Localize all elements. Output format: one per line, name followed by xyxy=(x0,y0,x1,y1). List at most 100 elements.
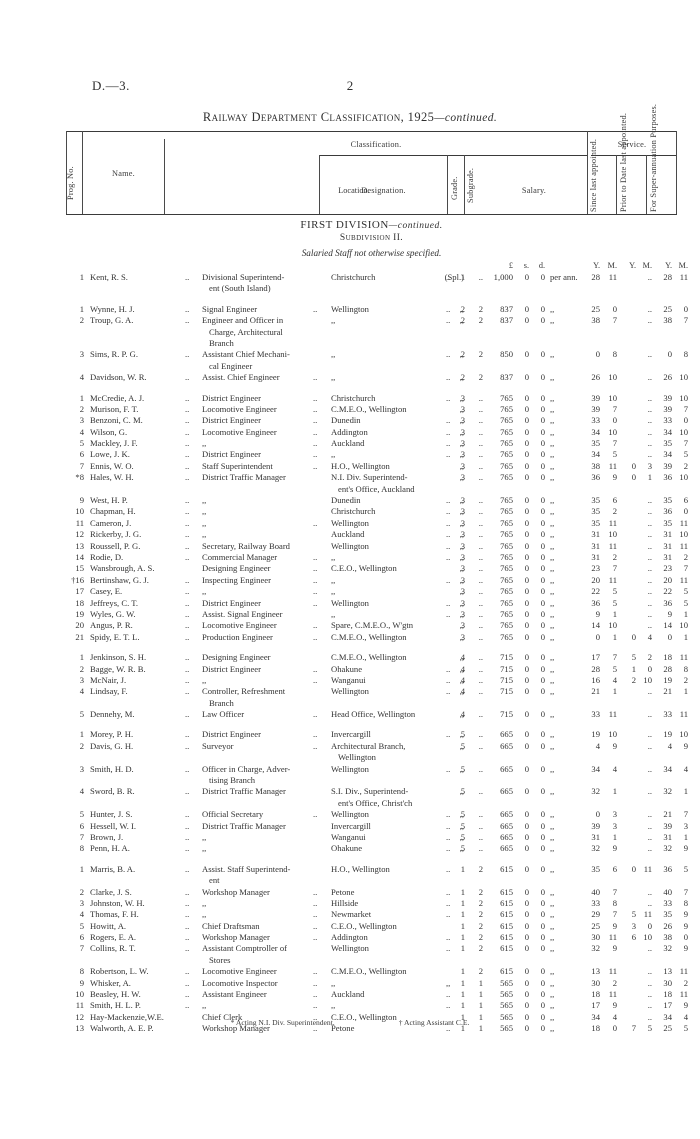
table-row[interactable]: 1 Wynne, H. J... Signal Engineer.. Wellingt… xyxy=(66,303,688,315)
row-subgrade: .. xyxy=(478,563,483,574)
row-grade: 1 xyxy=(460,943,465,954)
row-since-years: 34 xyxy=(591,763,600,774)
row-salary-pence: 0 xyxy=(540,943,545,954)
row-subgrade: .. xyxy=(478,663,483,674)
row-name-leader: .. xyxy=(185,686,190,697)
row-designation: Assist. Staff Superintend- xyxy=(202,863,291,874)
row-salary-pounds: 765 xyxy=(500,631,513,642)
table-row[interactable]: †16 Bertinshaw, G. J... Inspecting Enginee… xyxy=(66,574,688,586)
table-row-continuation: ent xyxy=(66,875,677,886)
row-name: Davis, G. H. xyxy=(90,740,134,751)
service-underline xyxy=(591,155,677,156)
table-row[interactable]: 1 Marris, B. A... Assist. Staff Superinten… xyxy=(66,863,688,875)
row-since-months: 7 xyxy=(612,563,617,574)
row-since-months: 11 xyxy=(608,966,617,977)
row-name-leader: .. xyxy=(185,529,190,540)
table-row[interactable]: 4 Wilson, G... Locomotive Engineer.. Adding… xyxy=(66,427,688,438)
row-salary-pounds: 715 xyxy=(500,709,513,720)
table-row[interactable]: 11 Smith, H. L. P...,,..,,.. 1 1 565 0 0,, 17 9.… xyxy=(66,1000,688,1011)
row-location-cont: Wellington xyxy=(338,752,376,763)
row-since-years: 19 xyxy=(591,729,600,740)
table-row[interactable]: 3 Sims, R. P. G... Assistant Chief Mechani… xyxy=(66,349,688,360)
table-row[interactable]: 7 Brown, J...,, Wanganui..,, 5.. 665 0 0,, 31 1.… xyxy=(66,832,688,843)
table-row[interactable]: 8 Robertson, L. W... Locomotive Engineer..… xyxy=(66,966,688,977)
row-salary-pence: 0 xyxy=(540,349,545,360)
table-row[interactable]: 5 Mackley, J. F...,,.. Auckland..,, 3.. 765 0… xyxy=(66,438,688,449)
row-salary-shillings: 0 xyxy=(524,597,529,608)
row-subgrade: .. xyxy=(478,608,483,619)
table-row[interactable]: 7 Collins, R. T... Assistant Comptroller o… xyxy=(66,943,688,954)
row-salary-shillings: 0 xyxy=(524,1000,529,1011)
table-row[interactable]: 8 Penn, H. A...,, Ohakune..,, 5.. 665 0 0,, 32 9… xyxy=(66,843,688,854)
table-row[interactable]: 20 Angus, P. R... Locomotive Engineer.. Spa… xyxy=(66,620,688,631)
row-since-years: 32 xyxy=(591,843,600,854)
table-row[interactable]: 14 Rodie, D... Commercial Manager..,,..,, 3… xyxy=(66,551,688,563)
row-since-years: 31 xyxy=(591,551,600,562)
table-row[interactable]: 11 Cameron, J...,,.. Wellington..,, 3.. 765 0… xyxy=(66,518,688,529)
row-designation: Chief Clerk xyxy=(202,1011,243,1022)
table-row[interactable]: 6 Hessell, W. I... District Traffic Manage… xyxy=(66,821,688,832)
row-location: Spare, C.M.E.O., W'gtn xyxy=(331,620,414,631)
row-name: Casey, E. xyxy=(90,586,123,597)
row-total-months: 5 xyxy=(683,586,688,597)
row-since-years: 25 xyxy=(591,303,600,314)
money-header-pounds: £ xyxy=(508,261,513,270)
table-row[interactable]: 6 Lowe, J. K... District Engineer..,,..,, 3… xyxy=(66,449,688,460)
table-row[interactable]: 7 Ennis, W. O... Staff Superintendent.. H.O… xyxy=(66,461,688,472)
row-name-leader: .. xyxy=(185,897,190,908)
table-row[interactable]: 6 Rogers, E. A... Workshop Manager.. Adding… xyxy=(66,932,688,943)
table-row[interactable]: 15 Wansbrough, A. S. Designing Engineer.. C… xyxy=(66,563,688,574)
table-row[interactable]: 4 Sword, B. R... District Traffic Manager S… xyxy=(66,786,688,797)
table-row[interactable]: 1 Jenkinson, S. H... Designing Engineer C.M… xyxy=(66,652,688,663)
row-total-years: 31 xyxy=(663,540,672,551)
table-row[interactable]: 17 Casey, E...,,..,,,, 3.. 765 0 0,, 22 5.. 22 5 xyxy=(66,586,688,597)
row-salary-period: ,, xyxy=(550,977,555,988)
table-row[interactable]: 9 Whisker, A... Locomotive Inspector..,,,,… xyxy=(66,977,688,989)
table-row[interactable]: 13 Walworth, A. E. P. Workshop Manager.. Pe… xyxy=(66,1023,688,1034)
row-since-years: 20 xyxy=(591,574,600,585)
table-row[interactable]: 2 Murison, F. T... Locomotive Engineer.. C.… xyxy=(66,404,688,415)
table-row[interactable]: 3 McNair, J...,,.. Wanganui..,, 4.. 715 0 0,, 1… xyxy=(66,675,688,686)
row-prog-no: 4 xyxy=(79,909,84,920)
table-row[interactable]: 3 Johnston, W. H...,,.. Hillside.. 1 2 615 0 0,… xyxy=(66,897,688,909)
table-row[interactable]: 4 Lindsay, F... Controller, Refreshment Wel… xyxy=(66,686,688,697)
table-row[interactable]: 3 Benzoni, C. M... District Engineer.. Dune… xyxy=(66,415,688,426)
table-row[interactable]: 5 Hunter, J. S... Official Secretary.. Well… xyxy=(66,809,688,820)
table-row[interactable]: 2 Bagge, W. R. B... District Engineer.. Oha… xyxy=(66,663,688,675)
table-row[interactable]: 18 Jeffreys, C. T... District Engineer.. We… xyxy=(66,597,688,609)
table-row[interactable]: 9 West, H. P...,, Dunedin..,, 3.. 765 0 0,, 35 6… xyxy=(66,495,688,506)
table-row[interactable]: *8 Hales, W. H... District Traffic Manager… xyxy=(66,472,688,483)
table-row[interactable]: 19 Wyles, G. W... Assist. Signal Engineer,… xyxy=(66,608,688,620)
row-total-months: 5 xyxy=(683,449,688,460)
document-title-continued: —continued. xyxy=(434,112,498,124)
table-row[interactable]: 5 Howitt, A... Chief Draftsman.. C.E.O., We… xyxy=(66,921,688,932)
row-total-years: 31 xyxy=(663,551,672,562)
row-prior-months: .. xyxy=(647,540,652,551)
table-row[interactable]: 1 Kent, R. S... Divisional Superintend- Chr… xyxy=(66,272,688,283)
table-row[interactable]: 3 Smith, H. D... Officer in Charge, Adver-… xyxy=(66,763,688,775)
table-row[interactable]: 4 Thomas, F. H...,,.. Newmarket.. 1 2 615 0 0,,… xyxy=(66,909,688,920)
row-designation: Secretary, Railway Board xyxy=(202,540,290,551)
table-row[interactable]: 4 Davidson, W. R... Assist. Chief Engineer… xyxy=(66,372,688,383)
table-row[interactable]: 13 Roussell, P. G... Secretary, Railway Bo… xyxy=(66,540,688,552)
table-row[interactable]: 5 Dennehy, M... Law Officer.. Head Office, … xyxy=(66,709,688,720)
table-row[interactable]: 10 Chapman, H...,, Christchurch..,, 3.. 765 0… xyxy=(66,506,688,517)
row-total-months: 0 xyxy=(683,932,688,943)
table-row[interactable]: 12 Rickerby, J. G...,, Auckland..,, 3.. 765 0… xyxy=(66,529,688,540)
row-salary-pounds: 665 xyxy=(500,740,513,751)
row-total-years: 14 xyxy=(663,620,672,631)
table-row[interactable]: 2 Clarke, J. S... Workshop Manager.. Petone… xyxy=(66,887,688,898)
row-special-marker: ,, xyxy=(459,729,464,740)
table-row[interactable]: 1 Morey, P. H... District Engineer.. Inverc… xyxy=(66,729,688,740)
table-row[interactable]: 2 Troup, G. A... Engineer and Officer in,,… xyxy=(66,315,688,326)
table-row[interactable]: 1 McCredie, A. J... District Engineer.. Chr… xyxy=(66,393,688,404)
table-row[interactable]: 12 Hay-Mackenzie,W.E. Chief Clerk.. C.E.O.,… xyxy=(66,1011,688,1023)
table-row[interactable]: 2 Davis, G. H... Surveyor.. Architectural B… xyxy=(66,740,688,752)
table-row[interactable]: 10 Beasley, H. W... Assistant Engineer.. Au… xyxy=(66,989,688,1000)
row-prog-no: 19 xyxy=(75,608,84,619)
row-total-months: 9 xyxy=(683,740,688,751)
table-row-continuation: Branch xyxy=(66,338,677,349)
row-since-years: 0 xyxy=(595,631,600,642)
table-row[interactable]: 21 Spidy, E. T. L... Production Engineer..… xyxy=(66,631,688,643)
row-total-years: 36 xyxy=(663,506,672,517)
